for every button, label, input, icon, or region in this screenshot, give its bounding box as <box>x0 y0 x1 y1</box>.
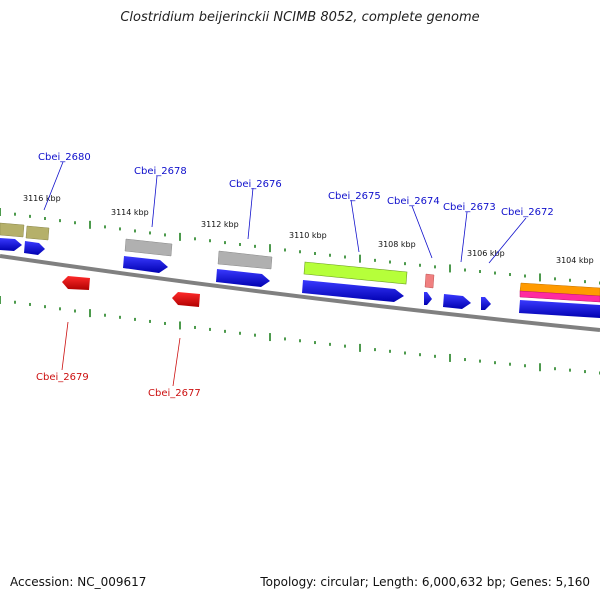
forward-gene-labels: Cbei_2680 Cbei_2678 Cbei_2676 Cbei_2675 … <box>38 152 554 264</box>
gene-label-cbei-2676: Cbei_2676 <box>229 179 282 190</box>
feature-olive-2 <box>25 225 50 241</box>
cds-arrow <box>519 300 600 318</box>
gene-label-cbei-2678: Cbei_2678 <box>134 166 187 177</box>
reverse-gene-labels: Cbei_2679 Cbei_2677 <box>36 321 201 399</box>
genome-backbone <box>0 254 600 332</box>
gene-label-cbei-2674: Cbei_2674 <box>387 196 440 207</box>
feature-gray-1 <box>124 238 173 257</box>
reverse-cds-track <box>62 276 200 307</box>
gene-label-cbei-2673: Cbei_2673 <box>443 202 496 213</box>
cds-arrow-reverse <box>62 276 90 290</box>
scale-label-3104: 3104 kbp <box>556 256 594 265</box>
gene-label-cbei-2680: Cbei_2680 <box>38 152 91 163</box>
scale-label-3110: 3110 kbp <box>289 231 327 240</box>
cds-arrow <box>424 292 432 305</box>
cds-arrow <box>302 280 404 302</box>
gene-label-cbei-2679: Cbei_2679 <box>36 372 89 383</box>
genome-summary-text: Topology: circular; Length: 6,000,632 bp… <box>260 575 590 589</box>
gene-label-cbei-2675: Cbei_2675 <box>328 191 381 202</box>
feature-pink <box>424 273 435 289</box>
scale-label-3114: 3114 kbp <box>111 208 149 217</box>
scale-label-3116: 3116 kbp <box>23 194 61 203</box>
scale-label-3106: 3106 kbp <box>467 249 505 258</box>
outer-tick-ring <box>0 208 600 285</box>
cds-arrow <box>216 269 270 287</box>
cds-arrow <box>443 294 471 309</box>
scale-labels: 3116 kbp 3114 kbp 3112 kbp 3110 kbp 3108… <box>23 194 594 265</box>
cds-arrow <box>123 256 168 273</box>
cds-arrow <box>0 238 22 251</box>
gene-label-cbei-2677: Cbei_2677 <box>148 388 201 399</box>
feature-orange <box>519 282 600 297</box>
scale-label-3112: 3112 kbp <box>201 220 239 229</box>
feature-magenta <box>519 290 600 303</box>
cds-arrow <box>24 241 45 255</box>
accession-text: Accession: NC_009617 <box>10 575 147 589</box>
map-title: Clostridium beijerinckii NCIMB 8052, com… <box>120 10 480 25</box>
inner-tick-ring <box>0 296 600 375</box>
cds-arrow-reverse <box>172 292 200 307</box>
feature-lime <box>303 261 408 285</box>
feature-olive-1 <box>0 222 25 238</box>
feature-track-upper <box>0 222 600 303</box>
cds-arrow <box>481 297 491 310</box>
feature-gray-2 <box>217 250 273 270</box>
gene-label-cbei-2672: Cbei_2672 <box>501 207 554 218</box>
forward-cds-track <box>0 238 600 318</box>
scale-label-3108: 3108 kbp <box>378 240 416 249</box>
